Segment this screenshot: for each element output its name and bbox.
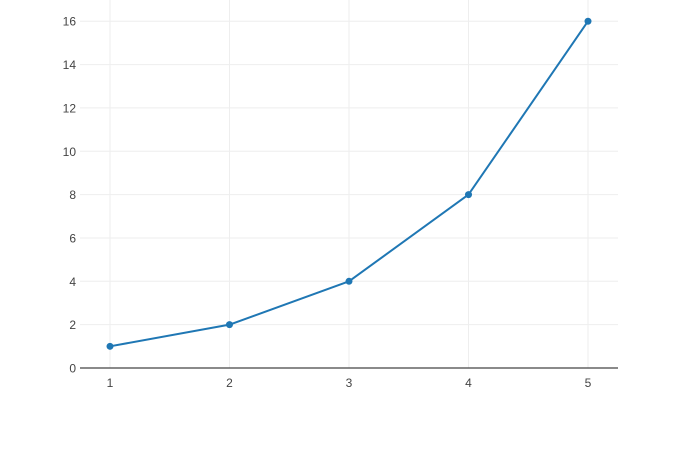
- x-tick-label: 5: [585, 376, 592, 390]
- y-tick-label: 14: [63, 58, 77, 72]
- x-tick-label: 1: [107, 376, 114, 390]
- y-tick-label: 4: [69, 275, 76, 289]
- data-point-marker[interactable]: [225, 321, 233, 329]
- y-tick-label: 2: [69, 318, 76, 332]
- y-tick-label: 16: [63, 15, 77, 29]
- x-tick-label: 2: [226, 376, 233, 390]
- data-point-marker[interactable]: [465, 191, 473, 199]
- data-point-marker[interactable]: [584, 17, 592, 25]
- y-tick-label: 10: [63, 145, 77, 159]
- y-tick-label: 8: [69, 188, 76, 202]
- data-point-marker[interactable]: [106, 342, 114, 350]
- x-tick-label: 4: [465, 376, 472, 390]
- y-tick-label: 6: [69, 231, 76, 245]
- y-tick-label: 0: [69, 362, 76, 376]
- x-tick-label: 3: [346, 376, 353, 390]
- data-point-marker[interactable]: [345, 277, 353, 285]
- y-tick-label: 12: [63, 101, 77, 115]
